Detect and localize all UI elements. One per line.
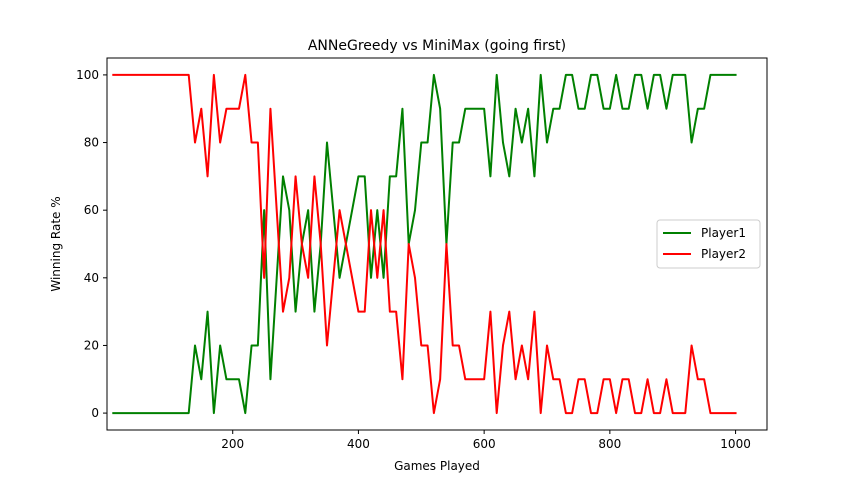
legend-label-player1: Player1 [701, 226, 746, 240]
y-tick-label: 100 [76, 68, 99, 82]
plot-marks [112, 73, 737, 415]
legend-label-player2: Player2 [701, 247, 746, 261]
x-tick-label: 200 [221, 437, 244, 451]
plot-frame [106, 57, 768, 431]
y-axis-label: Winning Rate % [49, 196, 63, 291]
y-tick-label: 80 [84, 136, 99, 150]
legend: Player1 Player2 [656, 219, 761, 269]
y-tick-label: 20 [84, 338, 99, 352]
x-tick-label: 600 [473, 437, 496, 451]
x-tick-label: 800 [598, 437, 621, 451]
series-line-player2 [112, 73, 737, 415]
axes: 200 400 600 800 1000 0 20 40 60 80 100 [76, 57, 768, 451]
chart-title: ANNeGreedy vs MiniMax (going first) [308, 38, 566, 54]
y-tick-label: 40 [84, 271, 99, 285]
x-tick-label: 400 [347, 437, 370, 451]
x-tick-label: 1000 [720, 437, 751, 451]
x-axis-label: Games Played [394, 459, 480, 473]
series-line-player1 [112, 73, 737, 415]
y-tick-label: 0 [91, 406, 99, 420]
y-tick-label: 60 [84, 203, 99, 217]
